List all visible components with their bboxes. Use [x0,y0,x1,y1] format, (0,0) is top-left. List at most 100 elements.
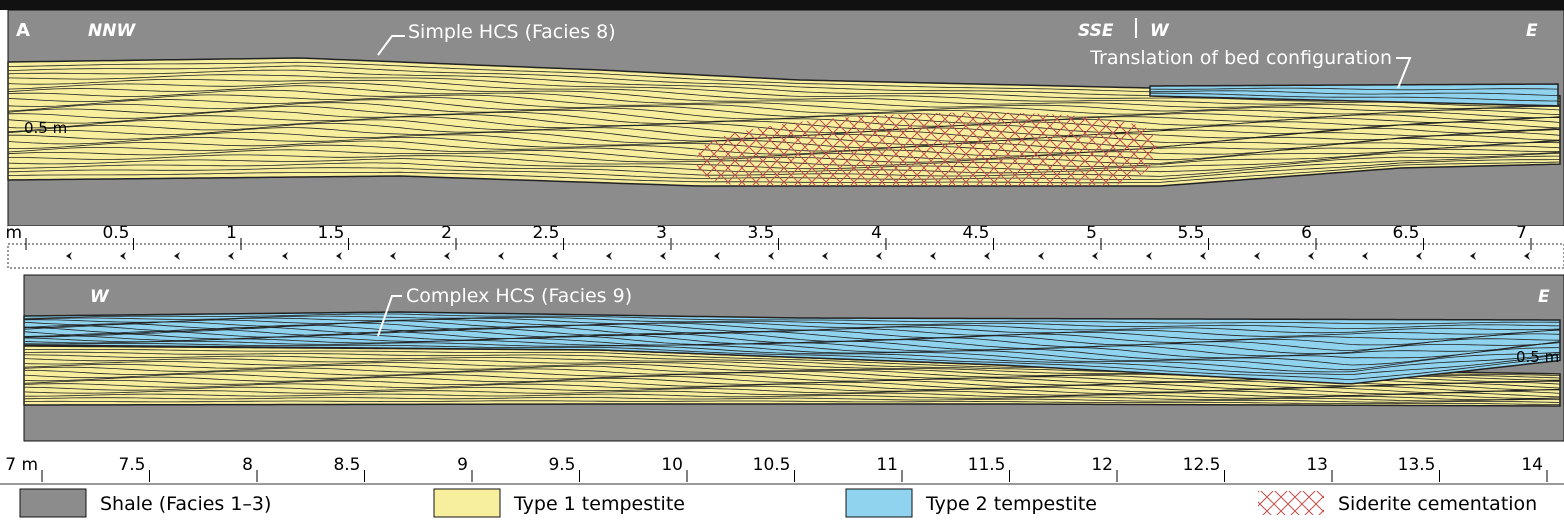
translation-arrow [1200,252,1206,260]
translation-arrow [1038,252,1044,260]
legend-label: Shale (Facies 1–3) [100,493,271,515]
lamina [7,78,1560,109]
distance-label: 10.5 [753,455,791,475]
callout: Translation of bed configuration [1089,47,1392,69]
translation-arrow [1308,252,1314,260]
lamina [24,343,1561,380]
lamina [1149,90,1559,96]
distance-label: 10 [661,455,683,475]
distance-label: 6 [1301,223,1312,243]
distance-label: 1.5 [317,223,344,243]
lamina [23,320,1561,340]
direction-label: NNW [88,21,136,41]
callout-line [1396,57,1412,89]
lamina [1149,87,1559,91]
distance-label: 9 [457,455,468,475]
translation-arrow [714,252,720,260]
lamina [23,376,1561,393]
lamina [7,74,1561,107]
legend-label: Siderite cementation [1338,493,1537,515]
translation-arrow [174,252,180,260]
panel-letter: A [16,20,30,41]
translation-arrow [552,252,558,260]
translation-arrow [606,252,612,260]
translation-arrow [876,252,882,260]
callout: Complex HCS (Facies 9) [406,285,632,307]
lamina [23,324,1561,351]
lamina [7,82,1561,112]
distance-label: 5.5 [1177,223,1204,243]
lamina [23,322,1561,346]
translation-arrow [444,252,450,260]
direction-label: E [1538,287,1550,307]
distance-label: 2 [441,223,452,243]
legend-label: Type 2 tempestite [925,493,1097,515]
translation-arrow [930,252,936,260]
distance-label: 12 [1091,455,1113,475]
legend-swatch [845,488,913,518]
distance-label: 8.5 [333,455,360,475]
legend-swatch [433,488,501,518]
panel-a-scale-bg [8,226,1564,244]
translation-arrow [768,252,774,260]
translation-arrow [1362,252,1368,260]
lamina [23,400,1560,405]
translation-arrow [66,252,72,260]
distance-label: 0.5 [102,223,129,243]
lamina [23,393,1561,402]
distance-label: 4.5 [962,223,989,243]
lamina [23,335,1561,371]
legend-swatch [1258,491,1324,515]
scale-bar-label: 0.5 m [1516,348,1559,366]
distance-label: 2.5 [532,223,559,243]
translation-arrow [1254,252,1260,260]
scales: 0 m0.511.522.533.544.555.566.577 m7.588.… [0,223,1548,482]
panel-a-layers [7,57,1561,187]
translation-arrow [282,252,288,260]
translation-arrow [1524,252,1530,260]
distance-label: 12.5 [1183,455,1221,475]
translation-arrow [498,252,504,260]
lamina [23,313,1560,325]
lamina [7,85,1561,116]
siderite [696,112,1157,186]
distance-label: 3.5 [747,223,774,243]
panel-b-layers [23,311,1561,407]
top-border [0,0,1564,10]
callout-line [377,35,405,56]
lamina [7,89,1561,119]
translation-arrow [822,252,828,260]
distance-label: 7 [1516,223,1527,243]
distance-label: 1 [226,223,237,243]
translation-arrow [660,252,666,260]
translation-arrow [336,252,342,260]
lamina [23,317,1561,334]
translation-arrow [984,252,990,260]
legend-label: Type 1 tempestite [513,493,685,515]
direction-label: W [1150,21,1170,41]
distance-label: 6.5 [1392,223,1419,243]
callout: Simple HCS (Facies 8) [408,21,616,43]
translation-arrow [120,252,126,260]
distance-label: 13.5 [1398,455,1436,475]
distance-label: 9.5 [548,455,575,475]
distance-label: 13 [1306,455,1328,475]
distance-label: 5 [1086,223,1097,243]
lamina [1150,92,1558,102]
lamina [7,69,1560,105]
lamina [23,379,1561,395]
lamina [7,99,1561,126]
distance-label: 11.5 [968,455,1006,475]
direction-label: W [90,287,110,307]
callout-line [377,295,402,337]
distance-label: 11 [876,455,898,475]
distance-label: 7.5 [118,455,145,475]
lamina [23,396,1561,403]
distance-label: 0 m [0,223,22,243]
lamina [7,102,1561,130]
distance-label: 14 [1521,455,1543,475]
distance-label: 7 m [5,455,38,475]
translation-arrow [228,252,234,260]
distance-label: 3 [656,223,667,243]
